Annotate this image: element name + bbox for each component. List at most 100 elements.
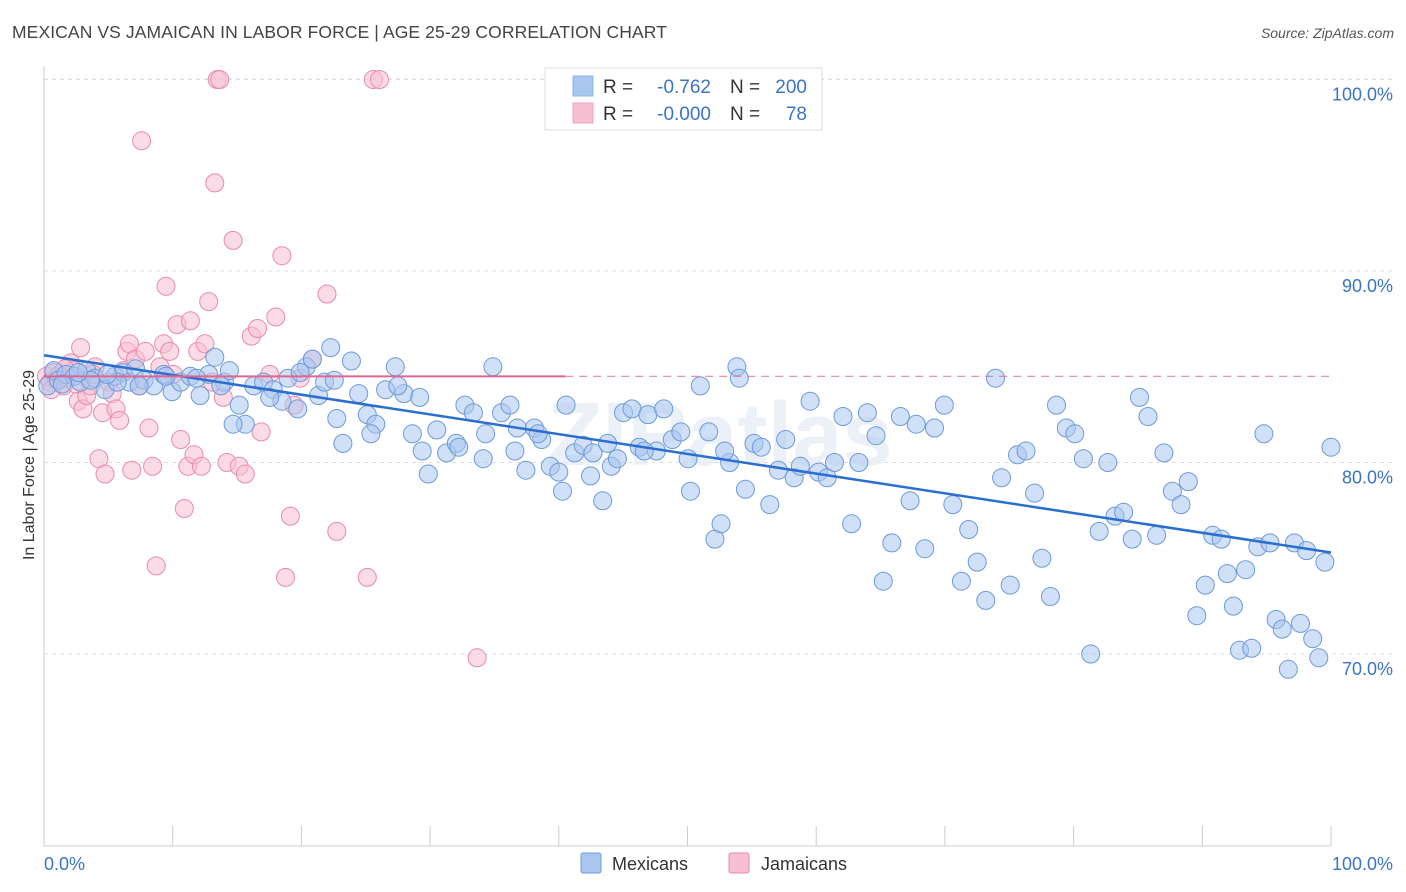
mexicans-point-158 xyxy=(1291,613,1310,633)
mexicans-point-145 xyxy=(1211,529,1231,549)
mexicans-point-95 xyxy=(800,391,820,411)
axes xyxy=(43,66,1332,847)
y-tick-label-0: 70.0% xyxy=(1342,659,1393,679)
mexicans-point-128 xyxy=(1073,449,1093,469)
mexicans-point-189 xyxy=(449,437,469,457)
jamaicans-point-35 xyxy=(156,276,176,296)
mexicans-point-134 xyxy=(1122,529,1142,549)
jamaicans-point-58 xyxy=(248,319,267,338)
mexicans-point-47 xyxy=(412,441,432,461)
mexicans-point-178 xyxy=(581,466,600,486)
legend-label-jamaicans: Jamaicans xyxy=(761,854,847,874)
jamaicans-point-17 xyxy=(95,464,115,484)
mexicans-point-118 xyxy=(992,468,1012,488)
mexicans-point-86 xyxy=(735,479,755,499)
correlation-legend: R = -0.762 N = 200 R = -0.000 N = 78 xyxy=(544,67,823,131)
mexicans-point-125 xyxy=(1047,395,1066,415)
mexicans-point-169 xyxy=(260,387,280,407)
mexicans-point-37 xyxy=(327,409,347,428)
jamaicans-point-59 xyxy=(251,422,271,442)
mexicans-point-183 xyxy=(388,376,408,396)
mexicans-point-161 xyxy=(1309,648,1329,668)
mexicans-point-110 xyxy=(925,418,944,438)
mexicans-point-177 xyxy=(553,481,572,501)
mexicans-point-146 xyxy=(1217,564,1237,584)
jamaicans-point-29 xyxy=(135,341,155,361)
legend-swatch-mexicans-bottom xyxy=(580,852,602,874)
jamaicans-point-68 xyxy=(317,284,337,304)
mexicans-point-150 xyxy=(1242,638,1262,658)
mexicans-point-103 xyxy=(866,426,886,446)
jamaicans-point-51 xyxy=(210,70,230,89)
mexicans-point-81 xyxy=(699,422,719,442)
legend-n-label-0: N = xyxy=(730,77,760,98)
jamaicans-point-64 xyxy=(280,506,300,526)
jamaicans-point-31 xyxy=(143,456,163,476)
jamaicans-point-40 xyxy=(174,499,194,518)
mexicans-point-19 xyxy=(190,386,210,405)
legend-swatch-jamaicans xyxy=(572,102,594,124)
mexicans-point-137 xyxy=(1147,525,1167,545)
mexicans-point-39 xyxy=(341,351,361,371)
mexicans-point-74 xyxy=(638,405,658,425)
mexicans-point-111 xyxy=(934,395,954,415)
jamaicans-point-10 xyxy=(71,338,91,358)
mexicans-point-114 xyxy=(959,520,979,539)
mexicans-point-140 xyxy=(1171,495,1191,515)
mexicans-point-24 xyxy=(229,395,249,415)
mexicans-point-40 xyxy=(349,384,369,404)
mexicans-point-131 xyxy=(1098,453,1118,472)
mexicans-point-136 xyxy=(1138,407,1158,426)
jamaicans-point-21 xyxy=(110,410,130,430)
y-tick-label-1: 80.0% xyxy=(1342,468,1393,488)
jamaicans-point-45 xyxy=(191,456,211,476)
mexicans-point-72 xyxy=(622,399,642,419)
source-credit: Source: ZipAtlas.com xyxy=(1260,25,1394,41)
mexicans-point-185 xyxy=(634,441,654,461)
mexicans-point-142 xyxy=(1187,606,1207,626)
jamaicans-point-46 xyxy=(195,334,215,354)
mexicans-point-55 xyxy=(483,357,503,377)
mexicans-point-182 xyxy=(410,387,430,407)
mexicans-point-108 xyxy=(906,414,926,434)
mexicans-point-99 xyxy=(833,407,853,426)
mexicans-point-179 xyxy=(528,424,548,444)
jamaicans-point-72 xyxy=(370,70,389,89)
mexicans-point-92 xyxy=(776,430,796,449)
mexicans-point-113 xyxy=(951,571,971,591)
mexicans-point-121 xyxy=(1016,441,1036,461)
mexicans-point-167 xyxy=(290,363,310,382)
jamaicans-point-63 xyxy=(276,567,295,587)
mexicans-point-141 xyxy=(1178,472,1198,492)
y-tick-label-2: 90.0% xyxy=(1342,276,1393,296)
mexicans-point-173 xyxy=(97,364,117,384)
legend-n-label-1: N = xyxy=(730,104,760,125)
mexicans-point-164 xyxy=(223,414,243,434)
legend-swatch-mexicans xyxy=(572,75,594,97)
mexicans-point-76 xyxy=(654,399,674,419)
mexicans-point-101 xyxy=(849,453,869,472)
jamaicans-point-36 xyxy=(160,341,180,361)
legend-r-value-0: -0.762 xyxy=(657,77,711,98)
tick-labels: 70.0% 80.0% 90.0% 100.0% 0.0% 100.0% xyxy=(44,85,1393,875)
x-tick-label-1: 100.0% xyxy=(1332,854,1393,874)
legend-n-value-1: 78 xyxy=(786,104,807,125)
jamaicans-point-70 xyxy=(357,567,377,587)
jamaicans-point-73 xyxy=(467,648,487,668)
mexicans-point-138 xyxy=(1154,443,1174,463)
jamaicans-point-47 xyxy=(199,292,219,312)
mexicans-point-48 xyxy=(418,464,438,484)
legend-n-value-0: 200 xyxy=(775,77,807,98)
mexicans-point-63 xyxy=(549,462,569,482)
jamaicans-point-25 xyxy=(122,460,142,480)
mexicans-point-49 xyxy=(427,420,447,440)
mexicans-point-64 xyxy=(556,395,576,415)
mexicans-point-163 xyxy=(1321,437,1341,457)
mexicans-point-123 xyxy=(1032,548,1052,568)
mexicans-point-106 xyxy=(890,407,910,426)
legend-r-label-1: R = xyxy=(603,104,633,125)
mexicans-point-80 xyxy=(690,376,710,396)
mexicans-point-119 xyxy=(1000,575,1020,595)
mexicans-point-105 xyxy=(882,533,902,553)
